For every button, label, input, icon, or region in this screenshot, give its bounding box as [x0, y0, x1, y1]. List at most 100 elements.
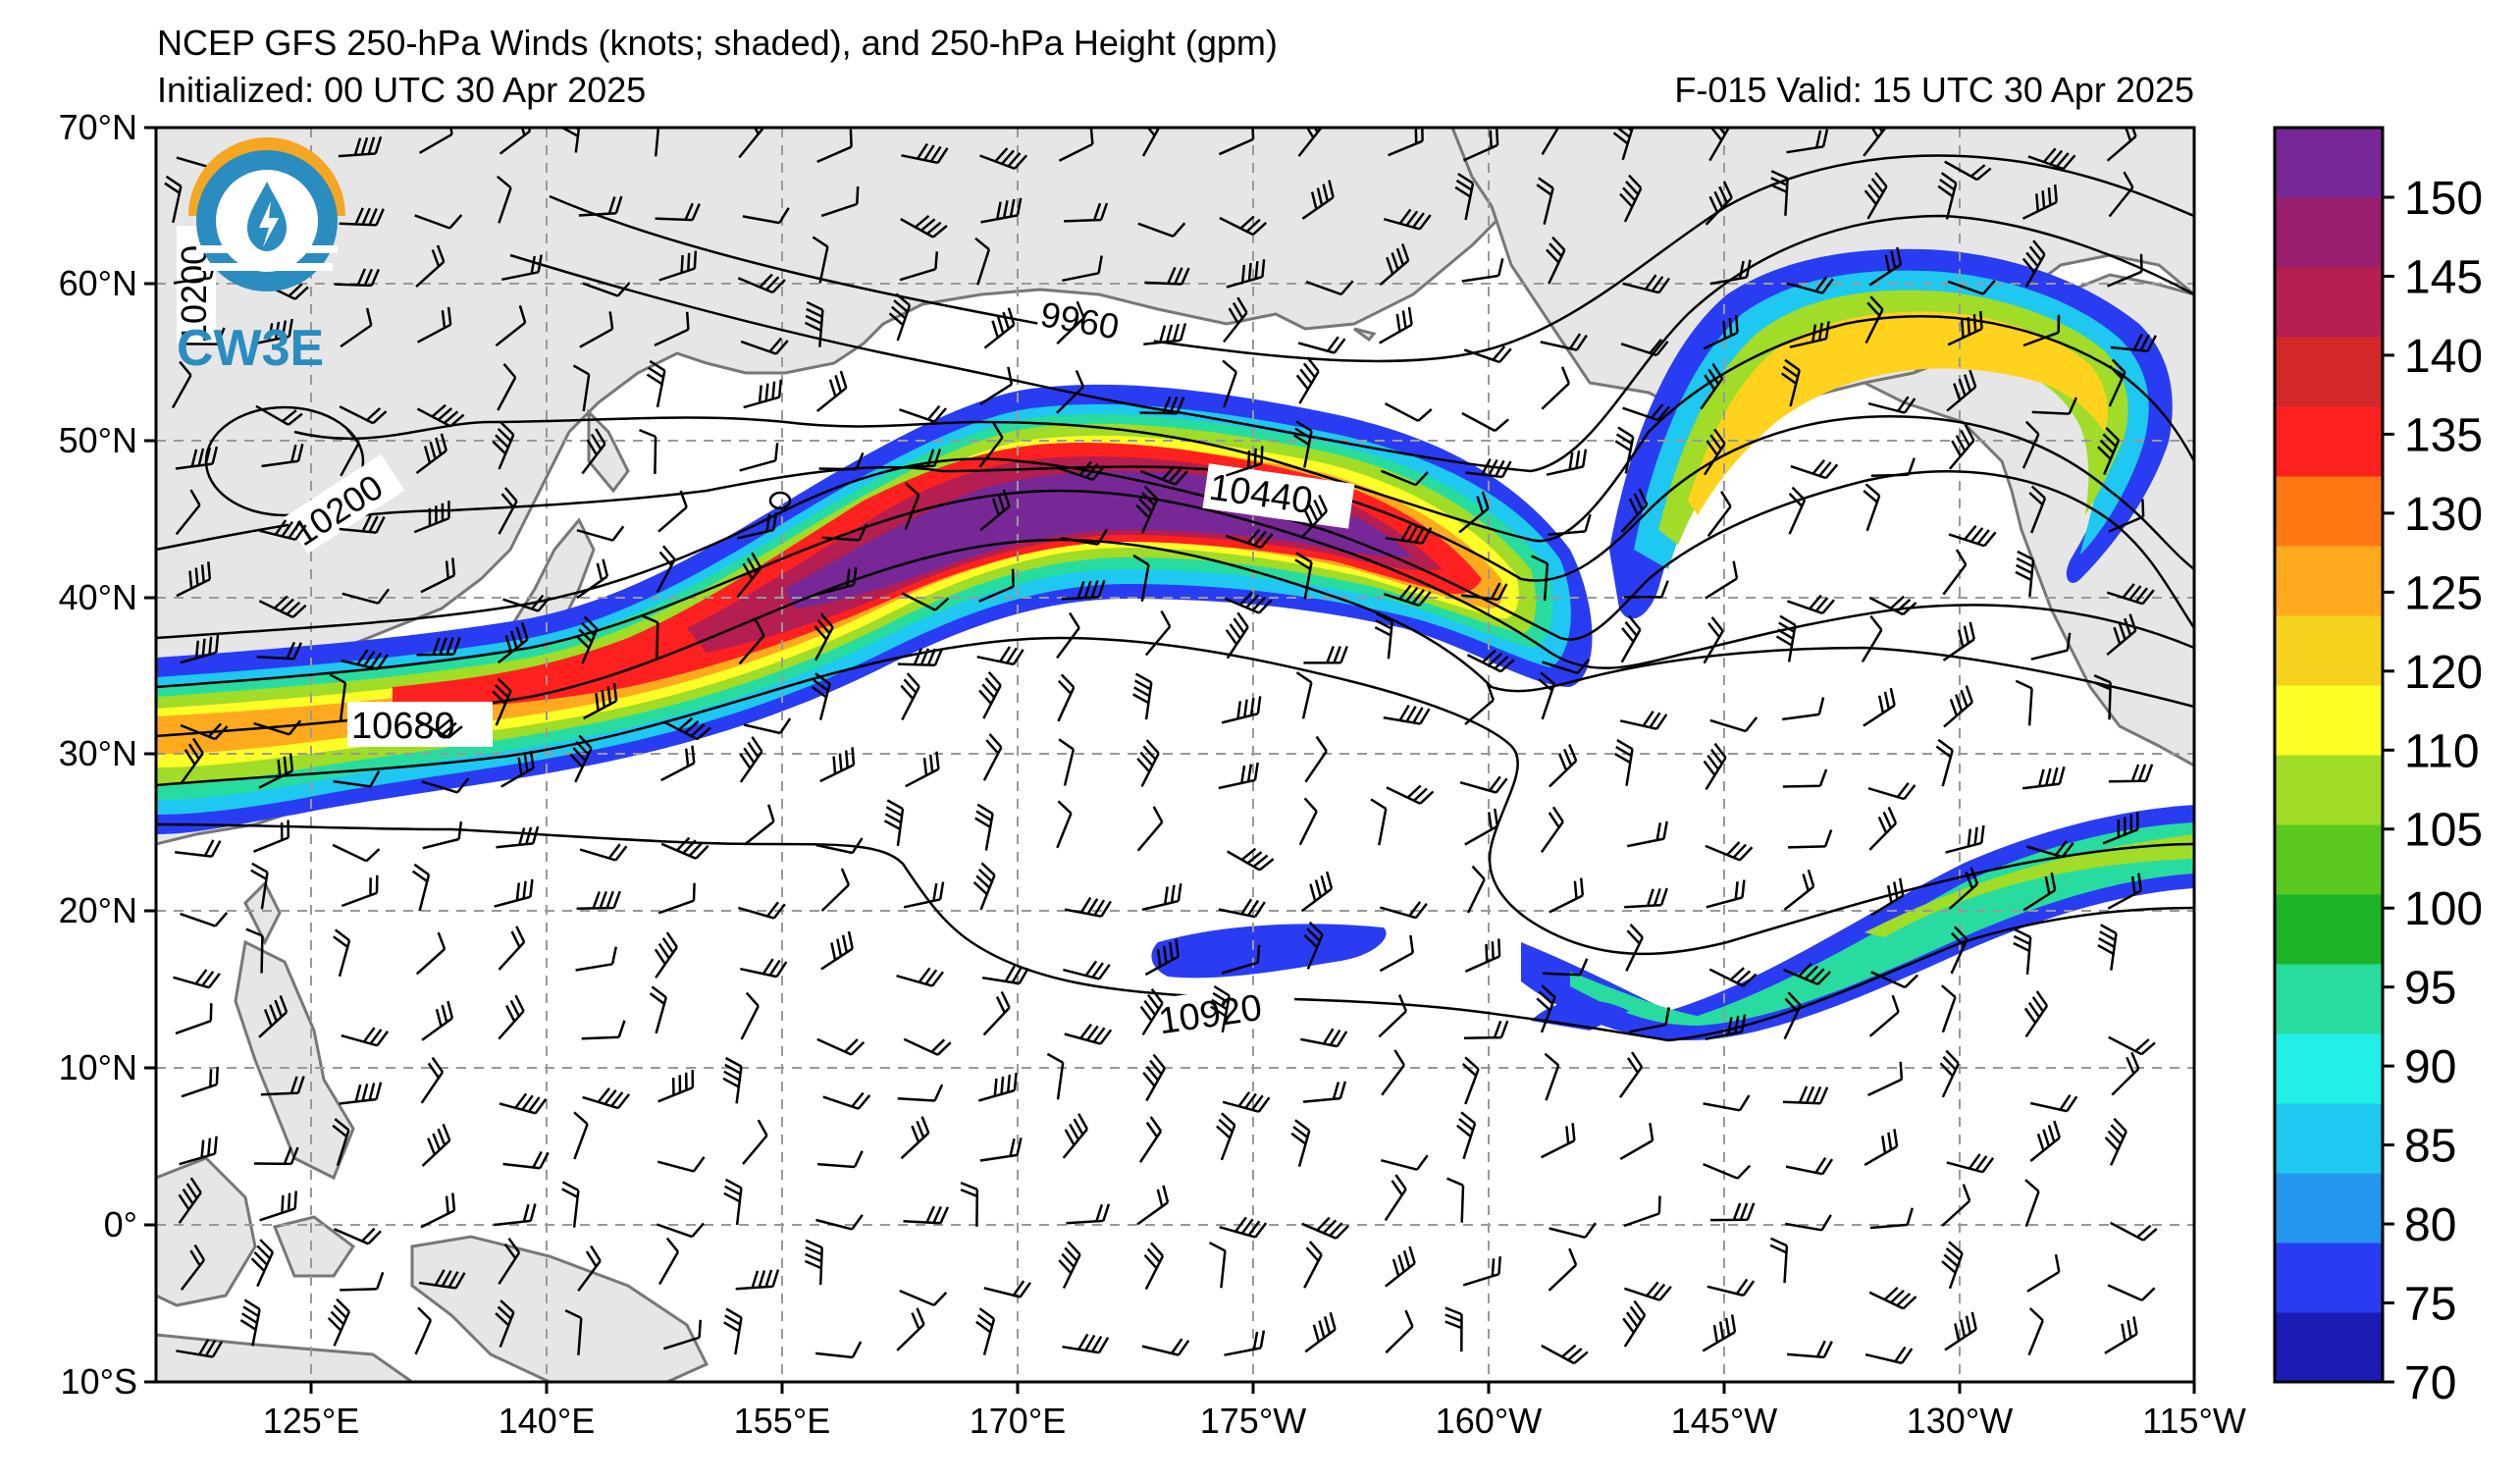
wind-barb — [1465, 458, 1512, 479]
wind-barb — [814, 612, 834, 662]
lat-label: 70°N — [59, 107, 137, 147]
wind-barb — [1454, 173, 1475, 221]
colorbar-segment — [2275, 1312, 2383, 1383]
colorbar-tick-label: 120 — [2404, 647, 2483, 699]
wind-barb — [2097, 427, 2121, 475]
wind-barb — [499, 1092, 548, 1115]
wind-barb — [258, 519, 307, 542]
wind-barb — [821, 523, 868, 542]
wind-barb — [332, 843, 381, 863]
wind-barb — [175, 1003, 213, 1035]
colorbar-frame — [2273, 126, 2385, 1384]
colorbar-segment — [2275, 406, 2383, 477]
wind-barb — [329, 673, 347, 720]
lon-label: 125°E — [263, 1401, 359, 1441]
wind-barb — [822, 1091, 871, 1110]
wind-barb — [1378, 994, 1408, 1038]
wind-barb — [180, 737, 204, 785]
wind-barb — [1141, 883, 1182, 912]
wind-barb — [421, 1123, 451, 1167]
wind-barb — [1300, 1028, 1348, 1048]
wind-barb — [1947, 311, 1983, 346]
wind-barb — [979, 147, 1028, 170]
wind-barb — [657, 1070, 695, 1103]
wind-barb — [1144, 938, 1180, 977]
wind-barb — [418, 128, 453, 154]
wind-barb — [804, 1239, 823, 1286]
wind-barb — [2107, 1284, 2156, 1302]
wind-barb — [739, 736, 763, 783]
wind-barb — [1295, 356, 1320, 404]
wind-barb — [341, 649, 390, 671]
wind-barb — [978, 1072, 1018, 1102]
wind-barb — [340, 428, 360, 477]
colorbar-tick-label: 80 — [2404, 1199, 2456, 1251]
contour-closed-small — [768, 491, 792, 510]
wind-barb — [1462, 128, 1499, 162]
wind-barb — [1226, 259, 1266, 289]
wind-barb — [2108, 358, 2126, 407]
colorbar-segment — [2275, 824, 2383, 895]
colorbar-tick-label: 110 — [2404, 725, 2480, 777]
wind-barb — [579, 311, 614, 348]
wind-barb — [1216, 1112, 1236, 1161]
wind-barb — [417, 306, 452, 344]
colorbar-segment — [2275, 755, 2383, 825]
wind-barb — [2021, 239, 2046, 288]
wind-barb — [903, 1037, 952, 1056]
wind-barb — [1383, 208, 1432, 231]
wind-barb — [1056, 611, 1080, 660]
wind-barb — [1225, 528, 1274, 549]
wind-barb — [494, 878, 534, 908]
wind-barb — [1462, 1256, 1501, 1287]
wind-barb — [816, 129, 853, 164]
wind-barb — [1782, 768, 1828, 788]
colorbar-tick-label: 70 — [2404, 1357, 2456, 1409]
wind-barb — [340, 307, 373, 348]
wind-barb — [179, 1136, 218, 1166]
wind-barb — [500, 750, 535, 788]
wind-barb — [982, 990, 1011, 1036]
wind-barb — [815, 837, 864, 855]
lat-label: 0° — [104, 1204, 137, 1245]
wind-barb — [1136, 739, 1160, 787]
wind-barb — [164, 175, 183, 224]
wind-barb — [1305, 280, 1354, 296]
wind-barb — [2021, 420, 2040, 469]
wind-barb — [1444, 1306, 1463, 1352]
wind-barb — [1384, 401, 1433, 422]
wind-barb — [1381, 1049, 1405, 1096]
wind-barb — [2025, 840, 2074, 859]
wind-barb — [1208, 1241, 1227, 1289]
wind-barb — [658, 250, 698, 282]
wind-barb — [245, 927, 264, 974]
wind-barb — [1619, 711, 1668, 730]
wind-barb — [341, 874, 379, 908]
wind-barb — [1222, 359, 1237, 408]
wind-barb — [1946, 369, 1977, 412]
wind-barb — [1549, 877, 1585, 914]
wind-barb — [496, 825, 540, 849]
wind-barb — [561, 1181, 580, 1228]
wind-barb — [575, 615, 599, 664]
wind-barb — [1624, 887, 1668, 909]
wind-barb — [1789, 321, 1830, 348]
wind-barb — [900, 672, 920, 720]
wind-barb — [414, 214, 463, 230]
wind-barb — [1863, 483, 1881, 532]
wind-barb — [338, 135, 383, 158]
wind-barb — [2024, 1179, 2040, 1228]
wind-barb — [897, 449, 942, 469]
wind-barb — [420, 1056, 445, 1104]
wind-barb — [1614, 739, 1634, 786]
wind-barb — [1385, 1309, 1414, 1354]
colorbar-tick-label: 105 — [2404, 805, 2483, 857]
wind-barb — [900, 1116, 930, 1160]
wind-barb — [1542, 659, 1590, 675]
wind-barb — [1380, 901, 1428, 920]
wind-barb — [1939, 1049, 1960, 1098]
colorbar-tick-label: 95 — [2404, 963, 2456, 1015]
wind-barb — [739, 443, 779, 472]
wind-barb — [2108, 171, 2134, 218]
wind-barb — [1463, 345, 1512, 364]
